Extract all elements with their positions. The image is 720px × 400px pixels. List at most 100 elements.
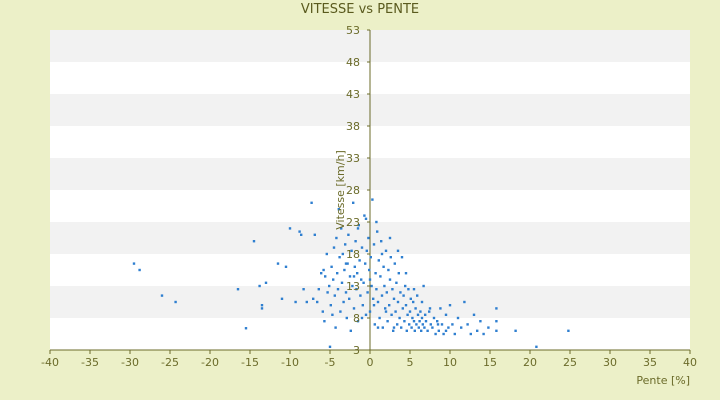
data-point (392, 326, 396, 329)
data-point (409, 297, 412, 300)
y-tick-label: 23 (346, 216, 360, 229)
data-point (360, 316, 364, 320)
x-tick-label: 15 (483, 356, 497, 369)
data-point (487, 326, 490, 329)
data-point (412, 288, 416, 291)
data-point (356, 272, 359, 275)
data-point (236, 288, 240, 291)
data-point (388, 236, 392, 240)
data-point (408, 323, 411, 326)
data-point (394, 310, 397, 313)
data-point (384, 249, 388, 252)
x-tick-label: -25 (161, 356, 179, 369)
data-point (331, 313, 334, 316)
data-point (447, 326, 450, 329)
data-point (260, 307, 264, 310)
data-point (356, 227, 360, 230)
data-point (347, 233, 350, 236)
y-tick-label: 3 (353, 344, 360, 357)
x-tick-label: -5 (325, 356, 336, 369)
data-point (440, 323, 444, 326)
x-tick-label: 0 (367, 356, 374, 369)
data-point (334, 326, 337, 329)
data-point (424, 320, 428, 323)
data-point (317, 288, 320, 291)
data-point (376, 326, 380, 329)
data-point (396, 323, 399, 326)
data-point (324, 275, 327, 278)
data-point (392, 297, 396, 300)
y-tick-label: 33 (346, 152, 360, 165)
data-point (376, 230, 379, 233)
data-point (404, 272, 408, 275)
data-point (389, 256, 392, 259)
data-point (298, 230, 301, 233)
y-tick-label: 43 (346, 88, 360, 101)
data-point (370, 284, 373, 288)
data-point (405, 329, 408, 332)
data-point (444, 313, 448, 316)
x-tick-label: -10 (281, 356, 299, 369)
data-point (372, 297, 375, 300)
data-point (284, 265, 288, 268)
y-tick-label: 18 (346, 248, 360, 261)
data-point (310, 201, 313, 204)
data-point (404, 304, 408, 307)
data-point (244, 327, 248, 330)
data-point (469, 332, 472, 336)
data-point (410, 326, 413, 329)
x-tick-label: 5 (407, 356, 414, 369)
data-point (444, 329, 448, 332)
x-tick-label: 10 (443, 356, 457, 369)
data-point (288, 227, 292, 230)
data-point (388, 278, 392, 281)
data-point (416, 313, 420, 316)
data-point (364, 217, 368, 220)
data-point (339, 310, 342, 313)
data-point (422, 284, 425, 288)
data-point (451, 323, 454, 326)
data-point (332, 246, 336, 249)
x-tick-label: -15 (241, 356, 259, 369)
data-point (437, 329, 440, 332)
data-point (345, 316, 348, 320)
data-point (420, 316, 424, 320)
data-point (384, 310, 388, 313)
data-point (385, 291, 388, 294)
x-axis-label: Pente [%] (636, 374, 690, 387)
data-point (414, 307, 417, 310)
data-point (372, 243, 376, 246)
data-point (322, 268, 325, 272)
y-tick-label: 48 (346, 56, 360, 69)
data-point (359, 294, 362, 297)
data-point (356, 320, 360, 323)
data-point (294, 300, 297, 304)
data-point (344, 291, 348, 294)
data-point (419, 310, 422, 313)
data-point (332, 278, 335, 281)
data-point (364, 262, 367, 265)
data-point (376, 300, 380, 304)
data-point (341, 252, 344, 256)
data-point (326, 291, 329, 294)
data-point (258, 284, 261, 288)
data-point (428, 310, 431, 313)
data-point (367, 236, 370, 240)
data-point (535, 345, 538, 348)
data-point (420, 329, 423, 332)
y-tick-label: 28 (346, 184, 360, 197)
data-point (383, 284, 386, 288)
data-point (374, 272, 377, 275)
data-point (335, 236, 338, 240)
data-point (276, 262, 280, 265)
data-point (456, 316, 460, 320)
data-point (380, 240, 383, 243)
data-point (368, 268, 371, 272)
data-point (329, 304, 332, 307)
data-point (342, 300, 345, 304)
data-point (421, 323, 424, 326)
data-point (323, 320, 326, 323)
data-point (363, 214, 366, 217)
data-point (373, 323, 376, 326)
